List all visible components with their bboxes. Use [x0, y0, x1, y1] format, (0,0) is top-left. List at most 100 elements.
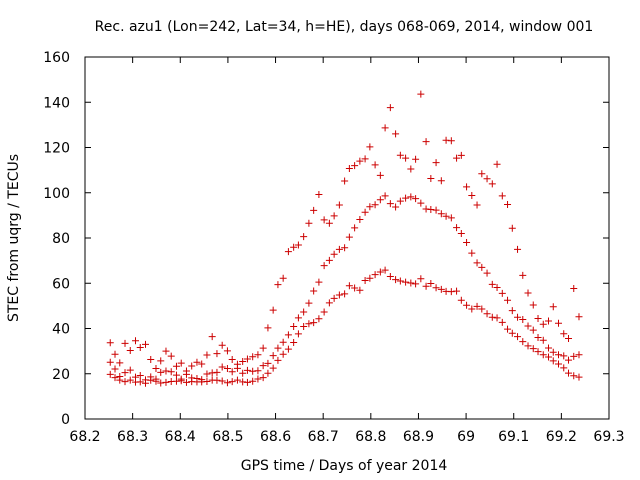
- data-point: [560, 364, 568, 372]
- x-tick-label: 68.2: [69, 429, 100, 445]
- data-point: [157, 357, 165, 365]
- data-point: [294, 241, 302, 249]
- data-point: [228, 355, 236, 363]
- data-point: [498, 289, 506, 297]
- data-point: [121, 378, 129, 386]
- data-point: [371, 271, 379, 279]
- data-point: [136, 372, 144, 380]
- data-point: [493, 314, 501, 322]
- data-point: [483, 175, 491, 183]
- data-point: [356, 286, 364, 294]
- data-point: [284, 248, 292, 256]
- data-point: [361, 277, 369, 285]
- data-point: [453, 154, 461, 162]
- data-point: [325, 299, 333, 307]
- data-point: [457, 229, 465, 237]
- data-point: [488, 180, 496, 188]
- data-point: [177, 359, 185, 367]
- data-point: [417, 199, 425, 207]
- data-point: [167, 368, 175, 376]
- data-point: [457, 296, 465, 304]
- data-point: [457, 151, 465, 159]
- data-point: [315, 315, 323, 323]
- data-point: [396, 197, 404, 205]
- data-point: [131, 337, 139, 345]
- data-point: [269, 352, 277, 360]
- data-point: [549, 303, 557, 311]
- x-tick-label: 68.9: [403, 429, 434, 445]
- data-point: [294, 314, 302, 322]
- data-point: [361, 208, 369, 216]
- data-point: [233, 364, 241, 372]
- data-point: [376, 268, 384, 276]
- data-point: [254, 367, 262, 375]
- x-tick-label: 68.3: [117, 429, 148, 445]
- data-point: [478, 263, 486, 271]
- data-point: [335, 291, 343, 299]
- data-point: [392, 276, 400, 284]
- data-point: [167, 352, 175, 360]
- data-point: [111, 374, 119, 382]
- data-point: [259, 374, 267, 382]
- data-point: [218, 377, 226, 385]
- data-point: [366, 274, 374, 282]
- data-point: [417, 275, 425, 283]
- data-point: [539, 336, 547, 344]
- data-point: [498, 318, 506, 326]
- data-point: [412, 280, 420, 288]
- data-point: [565, 356, 573, 364]
- data-point: [534, 315, 542, 323]
- y-axis-ticks: 0 20 40 60 80 100 120 140 160: [43, 50, 609, 428]
- data-point: [514, 245, 522, 253]
- data-point: [274, 344, 282, 352]
- data-point: [396, 151, 404, 159]
- data-point: [549, 357, 557, 365]
- data-point: [259, 344, 267, 352]
- data-point: [249, 377, 257, 385]
- data-point: [402, 278, 410, 286]
- data-point: [116, 359, 124, 367]
- data-point: [157, 368, 165, 376]
- data-point: [376, 196, 384, 204]
- data-point: [162, 367, 170, 375]
- data-point: [463, 239, 471, 247]
- data-point: [545, 353, 553, 361]
- data-point: [447, 137, 455, 145]
- data-point: [193, 358, 201, 366]
- data-point: [386, 200, 394, 208]
- data-point: [315, 191, 323, 199]
- data-point: [570, 372, 578, 380]
- data-point: [121, 339, 129, 347]
- data-point: [504, 325, 512, 333]
- data-point: [508, 329, 516, 337]
- data-point: [427, 279, 435, 287]
- data-point: [198, 360, 206, 368]
- data-point: [254, 351, 262, 359]
- data-point: [575, 373, 583, 381]
- x-tick-label: 69.1: [498, 429, 529, 445]
- data-point: [498, 192, 506, 200]
- data-point: [396, 277, 404, 285]
- data-point: [182, 367, 190, 375]
- data-point: [203, 377, 211, 385]
- data-point: [223, 379, 231, 387]
- data-point: [463, 183, 471, 191]
- data-point: [427, 205, 435, 213]
- data-point: [290, 243, 298, 251]
- data-point: [243, 378, 251, 386]
- x-tick-label: 69.2: [546, 429, 577, 445]
- y-tick-label: 0: [61, 412, 70, 428]
- data-point: [371, 161, 379, 169]
- data-point: [488, 313, 496, 321]
- data-point: [335, 201, 343, 209]
- data-point: [141, 379, 149, 387]
- data-point: [402, 194, 410, 202]
- data-point: [213, 376, 221, 384]
- data-point: [351, 284, 359, 292]
- data-point: [157, 379, 165, 387]
- data-point: [208, 333, 216, 341]
- y-tick-label: 140: [43, 95, 70, 111]
- data-point: [488, 280, 496, 288]
- data-point: [565, 369, 573, 377]
- data-point: [182, 378, 190, 386]
